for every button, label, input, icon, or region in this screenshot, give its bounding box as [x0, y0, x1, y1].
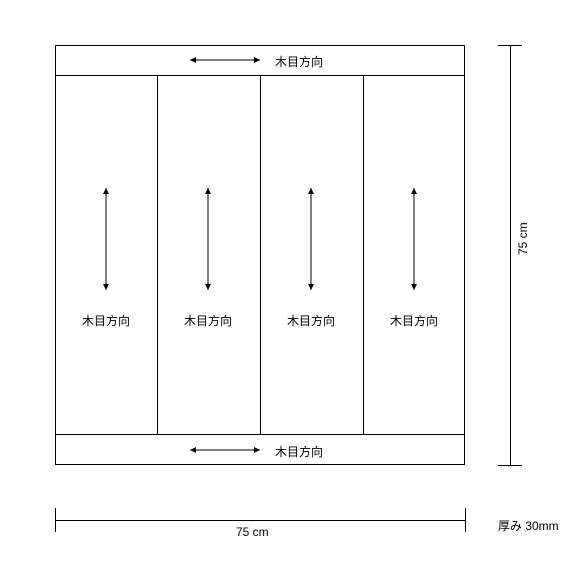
- dim-right-label: 75 cm: [516, 222, 530, 255]
- panel-4-arrow: [0, 0, 583, 587]
- panel-4-label: 木目方向: [390, 312, 438, 329]
- diagram-container: 木目方向 木目方向 木目方向 木目方向 木目方向 木目方向 75 cm 75 c…: [0, 0, 583, 587]
- dim-bottom-label: 75 cm: [236, 525, 269, 539]
- dim-right-tick-bottom: [498, 465, 522, 466]
- thickness-label: 厚み 30mm: [498, 517, 559, 534]
- dim-right-line: [510, 45, 511, 465]
- dim-bottom-tick-right: [465, 508, 466, 532]
- dim-bottom-line: [55, 520, 465, 521]
